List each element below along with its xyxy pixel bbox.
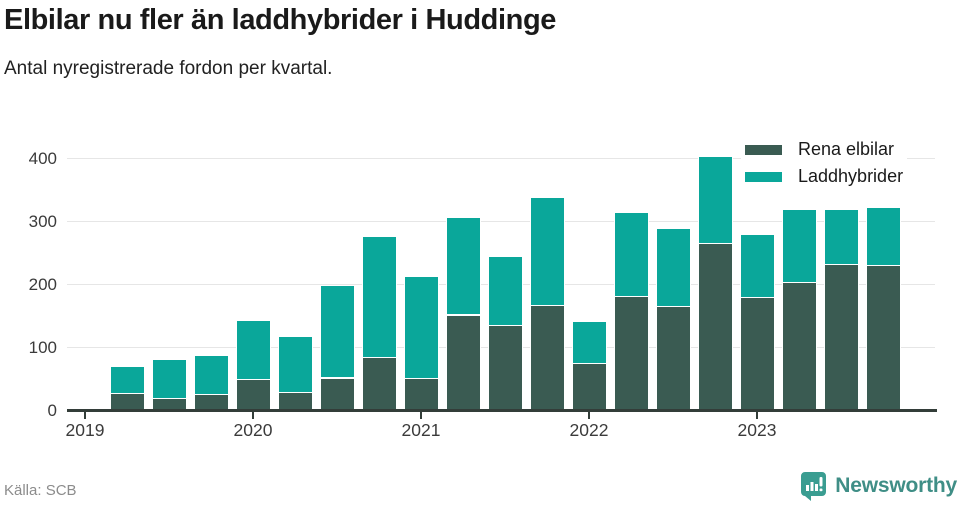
bar-segment-laddhybrider bbox=[530, 198, 564, 306]
gridline-y300 bbox=[67, 220, 935, 222]
brand-footer: Newsworthy bbox=[800, 471, 957, 501]
bar-segment-rena-elbilar bbox=[698, 243, 732, 409]
bar-segment-rena-elbilar bbox=[110, 394, 144, 409]
page-title: Elbilar nu fler än laddhybrider i Huddin… bbox=[4, 4, 556, 36]
legend-item: Laddhybrider bbox=[741, 163, 908, 190]
y-tick-label: 300 bbox=[28, 211, 57, 231]
x-tick-mark bbox=[588, 412, 590, 419]
bar-segment-rena-elbilar bbox=[152, 398, 186, 409]
bar-segment-laddhybrider bbox=[194, 355, 228, 394]
x-tick-label: 2023 bbox=[737, 420, 777, 440]
bar-segment-laddhybrider bbox=[656, 228, 690, 306]
legend-swatch bbox=[745, 144, 782, 155]
bar-segment-rena-elbilar bbox=[236, 379, 270, 409]
x-tick-mark bbox=[756, 412, 758, 419]
source-credit: Källa: SCB bbox=[4, 482, 77, 499]
chart-subtitle: Antal nyregistrerade fordon per kvartal. bbox=[4, 58, 333, 79]
y-tick-label: 200 bbox=[28, 274, 57, 294]
bar-segment-laddhybrider bbox=[866, 207, 900, 265]
bar-segment-laddhybrider bbox=[236, 320, 270, 379]
y-tick-label: 400 bbox=[28, 148, 57, 168]
bar-segment-laddhybrider bbox=[404, 277, 438, 379]
bar-segment-laddhybrider bbox=[320, 285, 354, 378]
legend-swatch bbox=[745, 171, 782, 182]
x-tick-mark bbox=[84, 412, 86, 419]
bar-segment-laddhybrider bbox=[698, 156, 732, 243]
bar-segment-rena-elbilar bbox=[740, 297, 774, 409]
bar-segment-laddhybrider bbox=[362, 237, 396, 358]
bar-segment-laddhybrider bbox=[488, 256, 522, 326]
newsworthy-logo-text: Newsworthy bbox=[835, 474, 957, 497]
bar-segment-rena-elbilar bbox=[194, 394, 228, 409]
x-tick-label: 2019 bbox=[65, 420, 105, 440]
x-tick-mark bbox=[252, 412, 254, 419]
bar-segment-rena-elbilar bbox=[278, 392, 312, 409]
bar-segment-rena-elbilar bbox=[362, 358, 396, 409]
bar-segment-laddhybrider bbox=[614, 213, 648, 296]
bar-segment-rena-elbilar bbox=[782, 283, 816, 409]
x-tick-label: 2021 bbox=[401, 420, 441, 440]
bar-segment-laddhybrider bbox=[740, 235, 774, 297]
y-tick-label: 100 bbox=[28, 337, 57, 357]
legend-label: Laddhybrider bbox=[798, 166, 904, 186]
x-tick-mark bbox=[420, 412, 422, 419]
bar-segment-laddhybrider bbox=[152, 359, 186, 398]
x-axis-line bbox=[67, 409, 937, 412]
bar-segment-rena-elbilar bbox=[404, 379, 438, 409]
bar-segment-rena-elbilar bbox=[320, 378, 354, 409]
newsworthy-logo-icon bbox=[800, 471, 827, 501]
legend-label: Rena elbilar bbox=[798, 139, 895, 159]
bar-segment-laddhybrider bbox=[278, 336, 312, 392]
bar-segment-laddhybrider bbox=[446, 217, 480, 315]
x-tick-label: 2022 bbox=[569, 420, 609, 440]
bar-segment-rena-elbilar bbox=[614, 296, 648, 409]
bar-segment-rena-elbilar bbox=[866, 265, 900, 409]
bar-segment-laddhybrider bbox=[824, 209, 858, 265]
legend-item: Rena elbilar bbox=[741, 136, 908, 163]
gridline-y400 bbox=[67, 157, 935, 159]
bar-segment-laddhybrider bbox=[110, 367, 144, 394]
bar-segment-rena-elbilar bbox=[572, 364, 606, 409]
bar-segment-rena-elbilar bbox=[824, 265, 858, 409]
bar-segment-rena-elbilar bbox=[446, 315, 480, 409]
bar-segment-laddhybrider bbox=[782, 209, 816, 283]
bar-segment-rena-elbilar bbox=[656, 306, 690, 409]
bar-segment-rena-elbilar bbox=[530, 306, 564, 409]
bar-segment-rena-elbilar bbox=[488, 326, 522, 409]
y-tick-label: 0 bbox=[47, 400, 57, 420]
chart-legend: Rena elbilar Laddhybrider bbox=[741, 136, 908, 190]
bar-segment-laddhybrider bbox=[572, 322, 606, 363]
x-tick-label: 2020 bbox=[233, 420, 273, 440]
